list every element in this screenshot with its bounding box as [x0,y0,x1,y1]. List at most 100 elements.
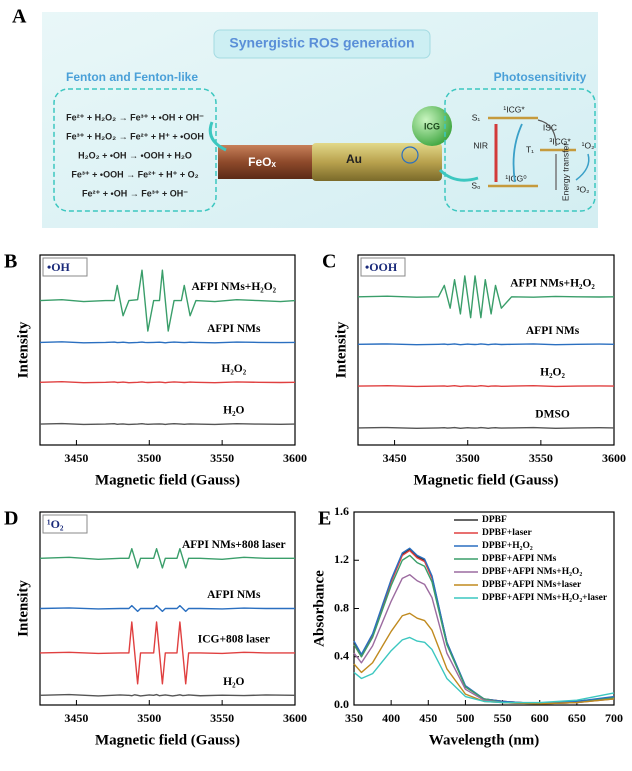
chart-panel: E 350 400 450 500 550 600 650 700 0.0 0.4 0.8 1.2 1.6… [311,504,623,749]
series-line [39,381,296,384]
x-tick-label: 3550 [529,451,553,465]
y-tick-label: 1.6 [334,504,349,518]
tag-box [360,257,406,277]
reaction: Fe³⁺ + •OOH → Fe²⁺ + H⁺ + O₂ [71,169,198,179]
reaction: H₂O₂ + •OH → •OOH + H₂O [78,150,192,160]
chart-panel: C 3450 3500 3550 3600 Magnetic field (Gauss) I… [322,251,626,489]
icg-label: ICG [424,121,440,131]
series-label: AFPI NMs [526,325,580,337]
x-tick-label: 650 [568,711,586,725]
x-axis-label: Wavelength (nm) [429,732,539,748]
series-line [39,547,295,569]
panel-label: D [4,508,18,530]
au-shell [312,143,442,181]
legend-label: DPBF+AFPI NMs [482,554,557,564]
series-label: ICG+808 laser [198,634,270,646]
zoom-circle [401,146,419,164]
state: S₁ [472,112,481,122]
x-tick-label: 3450 [383,451,407,465]
state: ³ICG* [549,136,571,146]
x-axis-label: Magnetic field (Gauss) [414,472,559,488]
series-line [357,275,615,319]
x-axis-label: Magnetic field (Gauss) [95,732,240,748]
state: ¹ICG* [503,104,525,114]
series-line [39,693,296,697]
series-line [39,422,296,426]
series-label: DMSO [535,409,570,421]
y-tick-label: 1.2 [334,552,349,566]
oxygen: ¹O₂ [582,140,595,150]
state: T₁ [526,144,534,154]
x-axis-label: Magnetic field (Gauss) [95,472,240,488]
oxygen: ³O₂ [577,184,590,194]
rod-label: Au [346,152,362,166]
tag-box [42,257,88,277]
legend-label: DPBF+H₂O₂ [482,541,533,551]
fenton-title: Fenton and Fenton-like [66,70,198,84]
x-tick-label: 450 [419,711,437,725]
x-tick-label: 3500 [137,711,161,725]
panel-a: A Synergistic ROS generation Fenton and … [12,6,598,228]
x-tick-label: 500 [456,711,474,725]
series-label: H₂O [223,676,244,688]
series-line [353,636,615,704]
nir-label: NIR [473,140,488,150]
feox-rod [218,145,318,179]
series-label: AFPI NMs [207,589,261,601]
y-axis-label: Absorbance [311,570,327,647]
y-tick-label: 0.4 [334,649,349,663]
panel-label: E [318,508,331,530]
series-label: H₂O [223,405,244,417]
legend-label: DPBF+AFPI NMs+laser [482,580,582,590]
arrow [575,153,590,181]
series-label: AFPI NMs+808 laser [182,539,286,551]
y-tick-label: 0.8 [334,600,349,614]
panel-label: A [12,6,27,28]
x-tick-label: 3450 [64,711,88,725]
x-tick-label: 3550 [210,711,234,725]
photo-title: Photosensitivity [494,70,587,84]
x-tick-label: 3550 [210,451,234,465]
series-label: AFPI NMs [207,323,261,335]
reaction: Fe³⁺ + H₂O₂ → Fe²⁺ + H⁺ + •OOH [66,131,204,141]
icg-sphere [412,106,452,146]
schematic-title: Synergistic ROS generation [229,35,414,51]
series-label: AFPI NMs+H₂O₂ [510,277,595,289]
x-tick-label: 3500 [137,451,161,465]
series-line [39,269,296,332]
x-tick-label: 3600 [283,451,307,465]
legend-label: DPBF+AFPI NMs+H₂O₂+laser [482,593,608,603]
x-tick-label: 3500 [456,451,480,465]
series-line [39,621,295,685]
plot-frame [39,254,296,446]
series-line [39,341,296,344]
chart-panel: B 3450 3500 3550 3600 Magnetic field (Gauss) I… [4,251,307,489]
x-tick-label: 3450 [64,451,88,465]
series-label: AFPI NMs+H₂O₂ [191,281,276,293]
reaction: Fe²⁺ + •OH → Fe³⁺ + OH⁻ [82,188,188,198]
chart-panel: D 3450 3500 3550 3600 Magnetic field (Gauss) I… [4,508,307,749]
arrow [512,123,523,183]
arrow [208,121,227,152]
photo-box [444,88,596,212]
x-tick-label: 600 [531,711,549,725]
legend-label: DPBF+laser [482,528,533,538]
state: S₀ [471,180,481,190]
tag-box [42,514,88,534]
y-axis-label: Intensity [333,321,349,378]
x-tick-label: 550 [494,711,512,725]
series-line [357,426,615,429]
reaction: Fe²⁺ + H₂O₂ → Fe³⁺ + •OH + OH⁻ [66,112,204,122]
legend-label: DPBF [482,515,507,525]
energy-label: Energy transfer [560,143,570,201]
x-tick-label: 400 [382,711,400,725]
tag: •OH [47,260,71,274]
panel-label: B [4,251,17,273]
y-axis-label: Intensity [15,580,31,637]
series-line [353,612,615,705]
state: ¹ICG⁰ [505,173,527,183]
rod-label: FeOₓ [248,155,276,169]
fenton-box [53,88,217,212]
arrow [537,119,557,147]
